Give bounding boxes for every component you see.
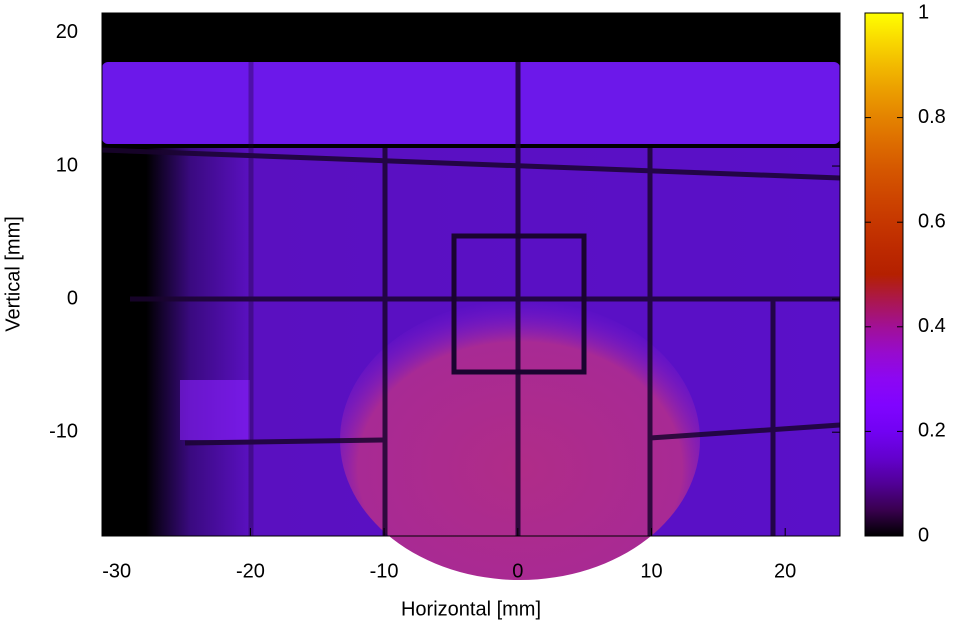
- plot-frame: [101, 12, 841, 537]
- colorbar-tick-label: 1: [918, 1, 929, 23]
- x-tick-label: -10: [370, 560, 399, 582]
- y-tick-label: 10: [56, 154, 78, 176]
- colorbar-tick-label: 0: [918, 524, 929, 546]
- y-tick-label: 0: [67, 287, 78, 309]
- x-axis-label: Horizontal [mm]: [401, 598, 541, 620]
- x-tick-label: 10: [640, 560, 662, 582]
- y-axis-label: Vertical [mm]: [2, 216, 24, 332]
- y-tick-label: -10: [49, 420, 78, 442]
- x-tick-label: -20: [236, 560, 265, 582]
- colorbar: [864, 12, 904, 537]
- y-tick-label: 20: [56, 21, 78, 43]
- colorbar-tick-label: 0.2: [918, 420, 946, 442]
- x-tick-label: -30: [102, 560, 131, 582]
- colorbar-tick-label: 0.8: [918, 106, 946, 128]
- heatmap-image: [101, 13, 841, 580]
- x-tick-label: 0: [512, 560, 523, 582]
- x-tick-label: 20: [774, 560, 796, 582]
- colorbar-tick-label: 0.4: [918, 315, 946, 337]
- colorbar-tick-label: 0.6: [918, 210, 946, 232]
